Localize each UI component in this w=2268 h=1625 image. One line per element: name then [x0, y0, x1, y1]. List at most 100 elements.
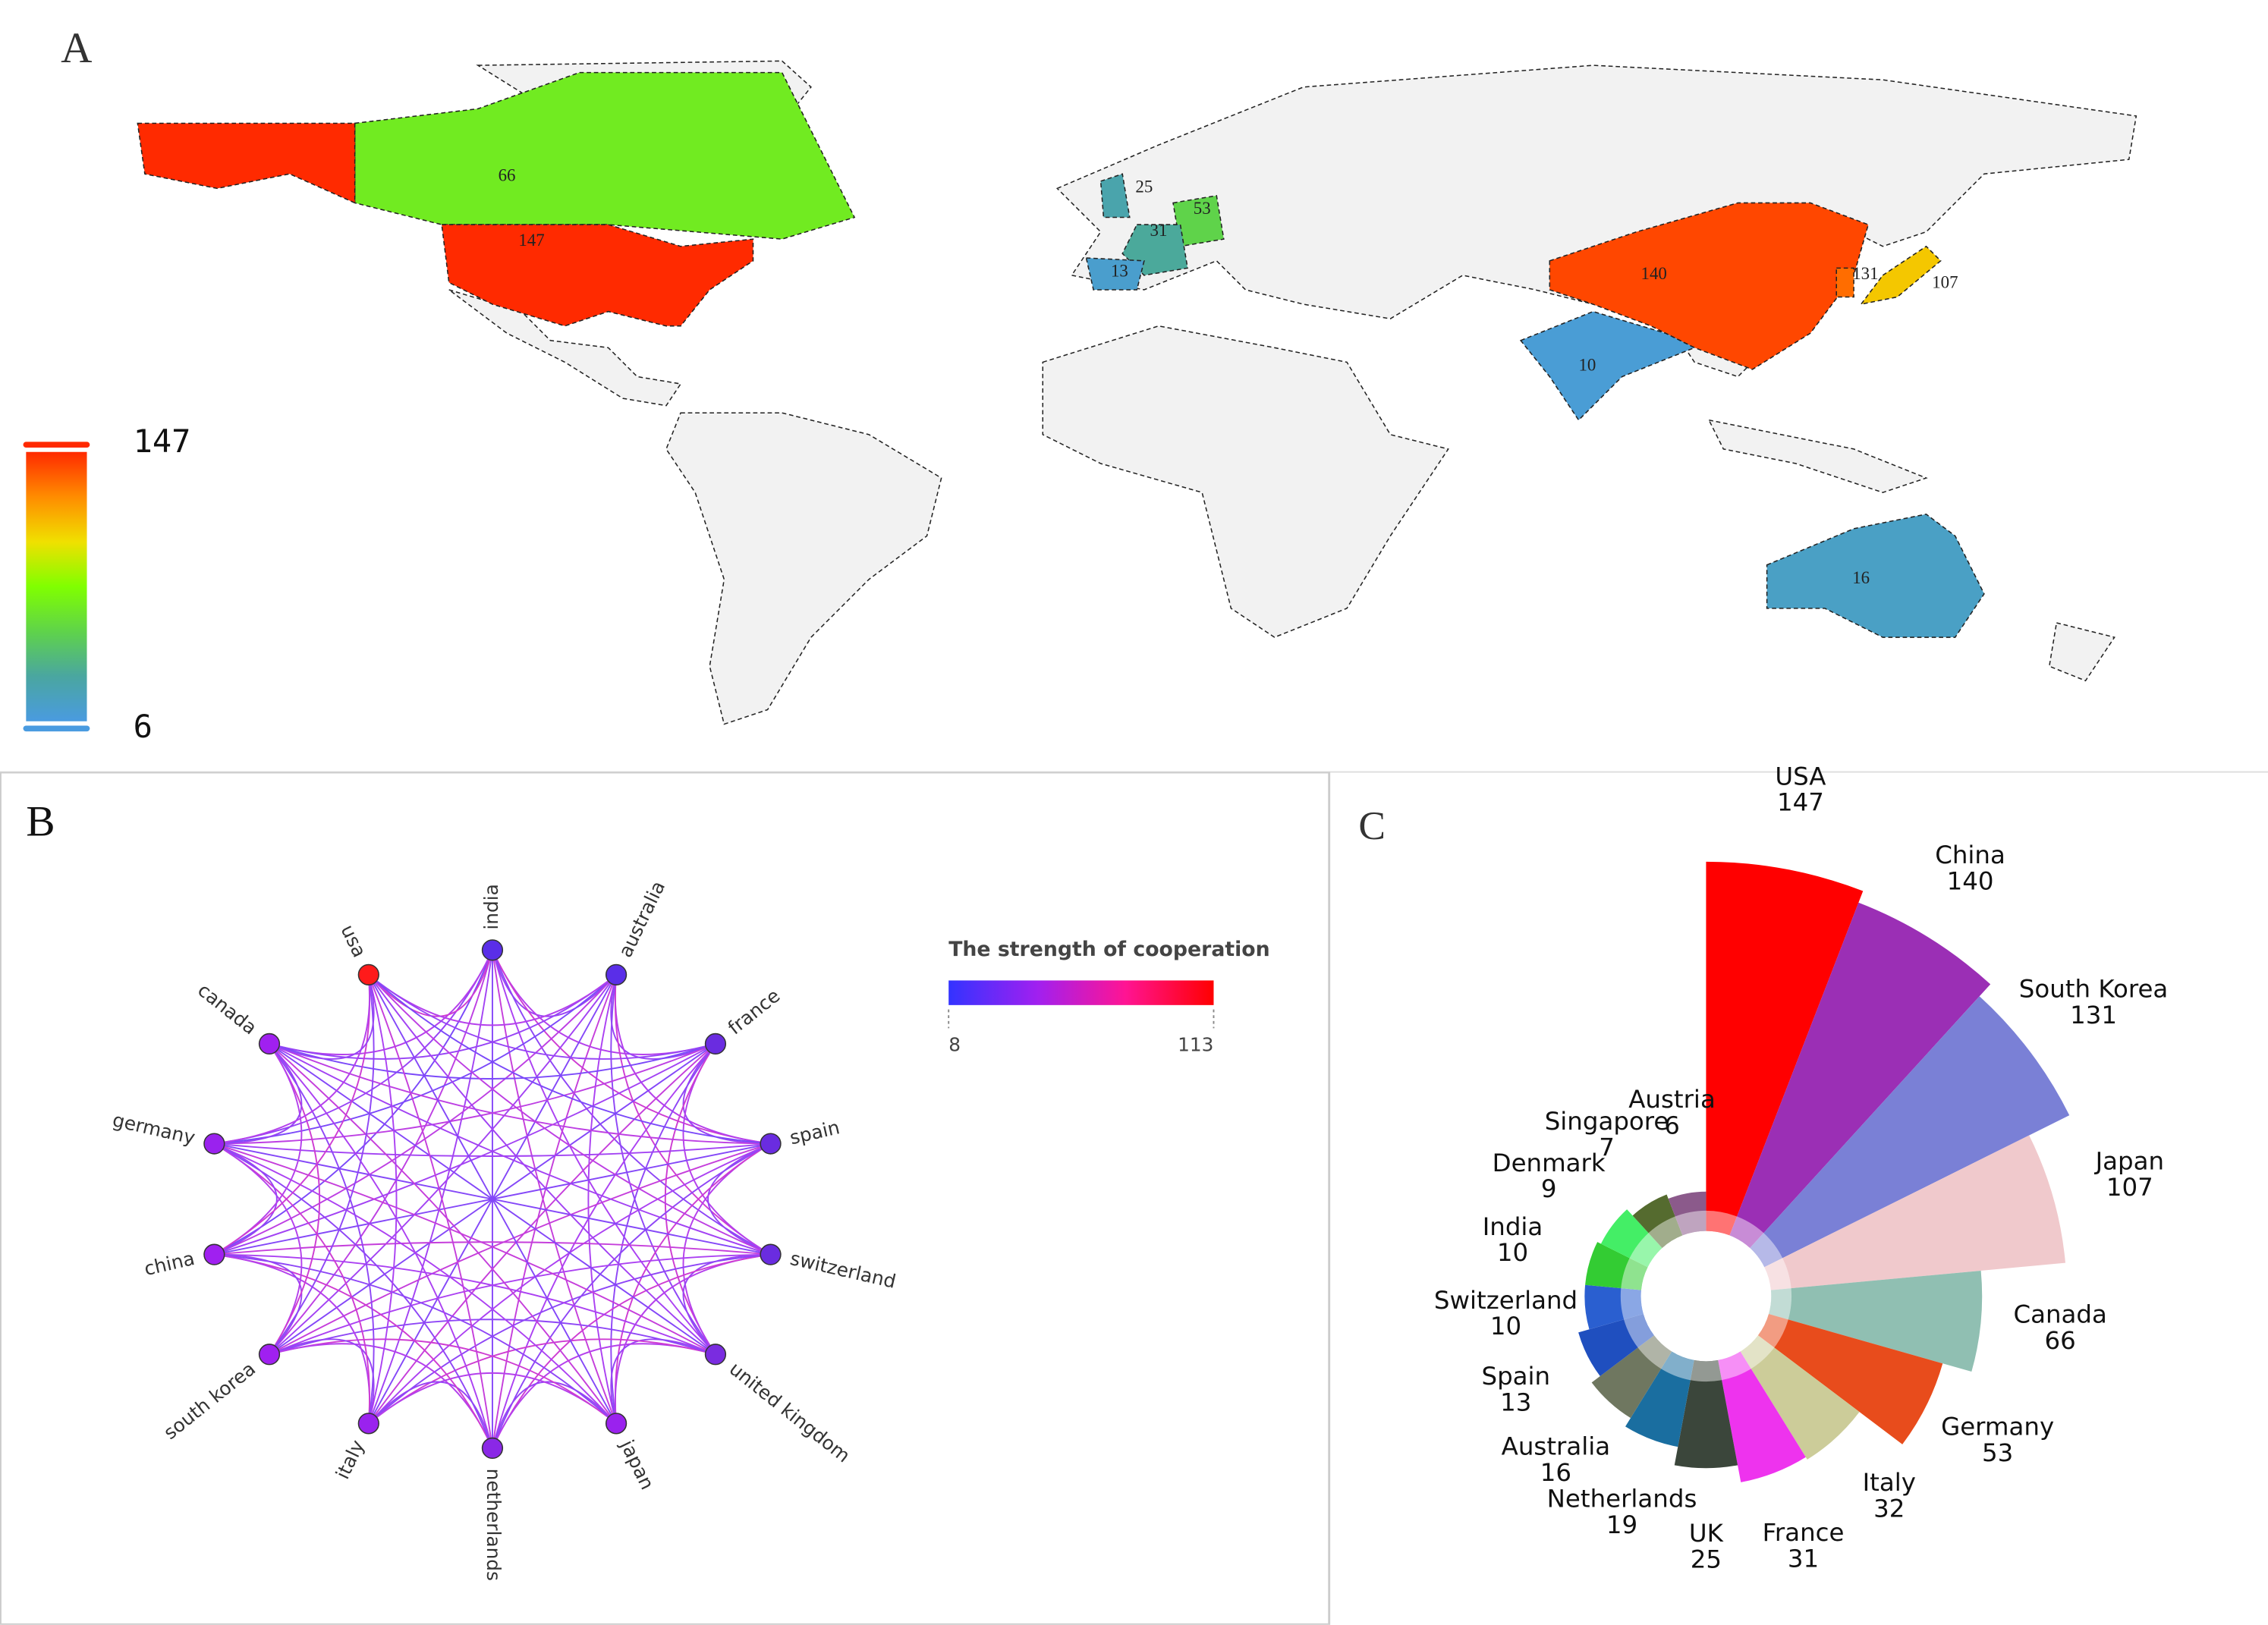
bar — [1591, 1335, 1672, 1419]
bar-category-label: China — [1935, 841, 2005, 869]
bar-value-label: 25 — [1691, 1545, 1722, 1573]
inner-ring — [1620, 1210, 1792, 1382]
edge — [214, 1253, 493, 1449]
node — [760, 1243, 782, 1265]
edge — [269, 1338, 375, 1424]
bar-category-label: Italy — [1863, 1468, 1916, 1497]
edge — [269, 974, 617, 1060]
country-label: 66 — [499, 165, 516, 184]
edge — [368, 950, 493, 1017]
inner-hole — [1647, 1237, 1766, 1356]
country — [1085, 257, 1145, 291]
country-label: 31 — [1150, 221, 1168, 240]
bar-category-label: USA — [1775, 762, 1826, 790]
edge — [213, 1143, 370, 1424]
edge — [368, 1143, 771, 1425]
edge — [368, 974, 716, 1060]
bar-category-label: Australia — [1502, 1432, 1610, 1461]
bar — [1584, 1284, 1644, 1330]
country-label: 107 — [1932, 273, 1958, 292]
bar — [1674, 1359, 1738, 1469]
bar — [1625, 1351, 1694, 1447]
edge — [610, 1338, 716, 1424]
edge — [214, 1253, 716, 1356]
bar-value-label: 107 — [2106, 1173, 2153, 1202]
node — [203, 1243, 225, 1265]
country — [354, 71, 856, 240]
bar-category-label: Canada — [2013, 1300, 2106, 1329]
bar-value-label: 16 — [1540, 1458, 1571, 1487]
land — [448, 60, 2137, 725]
country-label: 13 — [1111, 261, 1128, 280]
legend-colorbar — [948, 980, 1214, 1005]
edge — [492, 950, 716, 1355]
country — [1519, 310, 1697, 421]
bar — [1729, 902, 1991, 1249]
node — [704, 1033, 727, 1055]
node-label: india — [480, 884, 502, 929]
country-label: 53 — [1194, 199, 1211, 218]
edge — [682, 1253, 771, 1355]
panel-label: B — [26, 797, 55, 845]
bar-category-label: Singapore — [1545, 1107, 1669, 1136]
edge — [367, 974, 493, 1449]
colorbar-label: 147 — [134, 423, 191, 460]
edge — [269, 974, 375, 1355]
node — [605, 963, 628, 985]
edge — [213, 1143, 278, 1256]
edge — [213, 974, 370, 1256]
country-label: 16 — [1852, 568, 1870, 587]
edge — [214, 1253, 617, 1425]
node — [481, 1437, 504, 1460]
country — [1099, 173, 1131, 218]
edge — [269, 1338, 617, 1425]
bar-value-label: 140 — [1947, 866, 1994, 895]
edge — [269, 1043, 771, 1256]
bar-category-label: Austria — [1628, 1085, 1716, 1114]
edge — [368, 974, 771, 1145]
edge — [269, 1043, 771, 1145]
panel-label: A — [61, 24, 92, 72]
edge — [614, 974, 772, 1256]
bar-category-label: France — [1763, 1518, 1845, 1547]
country — [137, 122, 356, 204]
edge — [214, 949, 493, 1145]
node — [258, 1033, 281, 1055]
bar — [1632, 1194, 1683, 1249]
bar-category-label: Germany — [1941, 1413, 2054, 1441]
edge — [269, 1043, 617, 1424]
node — [760, 1133, 782, 1155]
bar-category-label: UK — [1689, 1519, 1724, 1548]
edge — [614, 1143, 772, 1424]
edge — [269, 1043, 716, 1080]
bar-value-label: 10 — [1497, 1238, 1528, 1267]
bar-value-label: 10 — [1490, 1312, 1521, 1341]
bar-value-label: 6 — [1664, 1111, 1680, 1140]
country — [1549, 202, 1870, 370]
bar — [1764, 1135, 2065, 1290]
edge — [682, 1043, 771, 1145]
edge — [269, 1043, 375, 1424]
edge — [367, 974, 617, 1424]
node — [605, 1413, 628, 1435]
bar-category-label: Denmark — [1493, 1149, 1606, 1177]
country-label: 147 — [518, 231, 544, 250]
edge — [492, 949, 771, 1145]
edge — [214, 1043, 716, 1145]
edge — [610, 974, 716, 1060]
country-label: 10 — [1578, 355, 1596, 374]
edge — [269, 974, 375, 1060]
node — [357, 1413, 379, 1435]
legend-title: The strength of cooperation — [948, 938, 1269, 961]
edge — [213, 1143, 617, 1425]
bar — [1769, 1270, 1983, 1372]
edge — [214, 974, 370, 1145]
colorbar — [26, 451, 87, 721]
colorbar-cap — [23, 442, 90, 448]
bar — [1668, 1191, 1707, 1236]
bar-value-label: 32 — [1873, 1494, 1905, 1523]
country — [1859, 245, 1942, 306]
edge — [214, 1241, 771, 1256]
node-label: netherlands — [483, 1469, 505, 1581]
